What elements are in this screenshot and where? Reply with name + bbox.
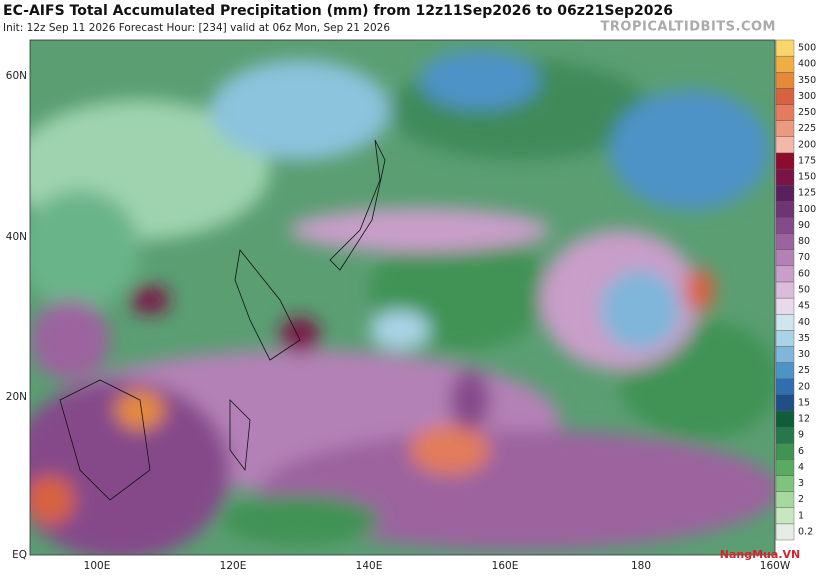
- colorbar-label: 0.2: [798, 526, 813, 537]
- colorbar-label: 2: [798, 494, 804, 505]
- colorbar-swatch: [775, 55, 795, 73]
- colorbar-swatch: [775, 168, 795, 186]
- colorbar-swatch: [775, 297, 795, 315]
- title: EC-AIFS Total Accumulated Precipitation …: [3, 3, 673, 19]
- colorbar-label: 40: [798, 317, 810, 328]
- colorbar-label: 400: [798, 59, 816, 70]
- colorbar-swatch: [775, 104, 795, 121]
- logo: NangMua.VN: [720, 548, 800, 561]
- lat-label: 60N: [6, 70, 27, 82]
- colorbar-label: 30: [798, 349, 810, 360]
- lat-label: EQ: [12, 549, 27, 561]
- colorbar-label: 300: [798, 91, 816, 102]
- lon-label: 120E: [220, 560, 247, 572]
- lon-label: 180: [631, 560, 651, 572]
- lat-label: 20N: [6, 391, 27, 403]
- colorbar-swatch: [775, 410, 795, 428]
- colorbar-label: 4: [798, 462, 804, 473]
- colorbar-swatch: [775, 346, 795, 363]
- colorbar-swatch: [775, 443, 795, 460]
- colorbar-swatch: [775, 507, 795, 525]
- colorbar-label: 6: [798, 446, 804, 457]
- colorbar-label: 200: [798, 139, 816, 150]
- colorbar-label: 70: [798, 252, 810, 263]
- lon-label: 100E: [84, 560, 111, 572]
- colorbar-swatch: [775, 491, 795, 508]
- colorbar-label: 150: [798, 172, 816, 183]
- colorbar-label: 3: [798, 478, 804, 489]
- colorbar-label: 1: [798, 510, 804, 521]
- colorbar-swatch: [775, 281, 795, 299]
- colorbar-label: 50: [798, 285, 810, 296]
- colorbar-label: 45: [798, 301, 810, 312]
- lat-label: 40N: [6, 231, 27, 243]
- colorbar-label: 90: [798, 220, 810, 231]
- colorbar-label: 12: [798, 414, 810, 425]
- colorbar-label: 25: [798, 365, 810, 376]
- colorbar-swatch: [775, 249, 795, 267]
- colorbar-swatch: [775, 523, 795, 541]
- colorbar-label: 100: [798, 204, 816, 215]
- colorbar-label: 225: [798, 123, 816, 134]
- colorbar-swatch: [775, 330, 795, 347]
- colorbar-label: 20: [798, 381, 810, 392]
- colorbar-label: 80: [798, 236, 810, 247]
- colorbar-swatch: [775, 152, 795, 170]
- colorbar-label: 9: [798, 430, 804, 441]
- lon-label: 160W: [760, 560, 791, 572]
- colorbar-swatch: [775, 201, 795, 218]
- colorbar-label: 350: [798, 75, 816, 86]
- colorbar-swatch: [775, 184, 795, 202]
- colorbar-label: 175: [798, 155, 816, 166]
- colorbar-swatch: [775, 459, 795, 476]
- colorbar-swatch: [775, 72, 795, 89]
- colorbar-swatch: [775, 39, 795, 57]
- colorbar-label: 35: [798, 333, 810, 344]
- colorbar-label: 60: [798, 268, 810, 279]
- colorbar-label: 15: [798, 397, 810, 408]
- colorbar: 0.21234691215202530354045506070809010012…: [775, 39, 816, 541]
- colorbar-swatch: [775, 313, 795, 331]
- colorbar-label: 500: [798, 43, 816, 54]
- colorbar-swatch: [775, 217, 795, 234]
- colorbar-swatch: [775, 233, 795, 250]
- watermark: TROPICALTIDBITS.COM: [601, 20, 776, 35]
- colorbar-swatch: [775, 136, 795, 154]
- colorbar-swatch: [775, 265, 795, 283]
- colorbar-swatch: [775, 120, 795, 137]
- lon-label: 160E: [492, 560, 519, 572]
- precip-field: [30, 40, 775, 555]
- colorbar-swatch: [775, 88, 795, 105]
- colorbar-swatch: [775, 426, 795, 444]
- colorbar-swatch: [775, 362, 795, 379]
- lon-label: 140E: [356, 560, 383, 572]
- colorbar-label: 250: [798, 107, 816, 118]
- colorbar-swatch: [775, 378, 795, 396]
- subtitle: Init: 12z Sep 11 2026 Forecast Hour: [23…: [3, 22, 390, 34]
- colorbar-swatch: [775, 394, 795, 412]
- colorbar-label: 125: [798, 188, 816, 199]
- colorbar-swatch: [775, 475, 795, 492]
